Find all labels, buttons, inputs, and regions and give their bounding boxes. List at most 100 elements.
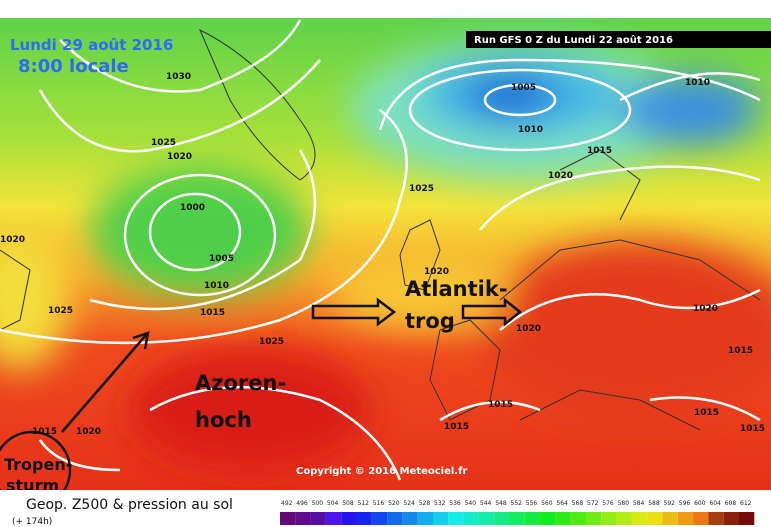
scale-label: 556	[526, 500, 538, 507]
isobar-label: 1000	[180, 203, 205, 213]
isobar-lines	[0, 19, 761, 481]
isobar-label: 1020	[424, 267, 449, 277]
scale-label: 564	[556, 500, 568, 507]
color-swatch	[647, 512, 663, 525]
color-swatch	[325, 512, 342, 525]
scale-label: 524	[403, 500, 415, 507]
scale-label: 552	[511, 500, 523, 507]
scale-label: 608	[725, 500, 737, 507]
color-swatch	[448, 512, 464, 525]
scale-label: 596	[679, 500, 691, 507]
isobar-label: 1015	[444, 422, 469, 432]
color-swatch	[463, 512, 479, 525]
coastlines	[0, 28, 761, 431]
color-swatch	[631, 512, 648, 525]
scale-label: 588	[648, 500, 660, 507]
scale-label: 612	[740, 500, 752, 507]
scale-label: 492	[281, 500, 293, 507]
isobar-label: 1025	[409, 184, 434, 194]
color-swatch	[540, 512, 556, 525]
color-swatch	[616, 512, 632, 525]
isobar-label: 1030	[166, 72, 191, 82]
isobar-label: 1010	[685, 78, 710, 88]
isobar-label: 1005	[511, 83, 536, 93]
color-swatch	[494, 512, 510, 525]
scale-label: 576	[602, 500, 614, 507]
scale-label: 580	[618, 500, 630, 507]
isobar-label: 1020	[76, 427, 101, 437]
isobar-label: 1015	[694, 408, 719, 418]
annotation: Azoren-	[195, 371, 286, 395]
isobar-label: 1020	[516, 324, 541, 334]
run: Run GFS 0 Z du Lundi 22 août 2016	[474, 34, 673, 46]
isobar-labels: 1030 1025 1020 1000 1005 1010 1015 1025 1020 1025…	[0, 72, 765, 437]
isobar-label: 1015	[200, 308, 225, 318]
annotation: Atlantik-	[405, 277, 508, 301]
color-swatch	[478, 512, 495, 525]
scale-label: 548	[495, 500, 507, 507]
color-swatch	[509, 512, 525, 525]
color-swatch	[341, 512, 357, 525]
scale-label: 584	[633, 500, 645, 507]
color-swatch	[310, 512, 326, 525]
color-swatch	[295, 512, 311, 525]
scale-label: 572	[587, 500, 599, 507]
scale-label: 516	[373, 500, 385, 507]
lead-time: (+ 174h)	[12, 517, 52, 527]
run-box	[466, 31, 771, 48]
color-swatch	[280, 512, 296, 525]
scale-label: 528	[419, 500, 431, 507]
scale-label: 508	[342, 500, 354, 507]
scale-label: 496	[296, 500, 308, 507]
color-swatch	[387, 512, 403, 525]
scale-label: 520	[388, 500, 400, 507]
isobar-label: 1025	[259, 337, 284, 347]
isobar-label: 1020	[548, 171, 573, 181]
color-swatch	[739, 512, 755, 525]
color-swatch	[601, 512, 617, 525]
annotation: Tropen-	[4, 455, 72, 474]
color-swatch	[402, 512, 418, 525]
isobar-label: 1015	[32, 427, 57, 437]
isobar-label: 1015	[728, 346, 753, 356]
scale-label: 560	[541, 500, 553, 507]
scale-label: 504	[327, 500, 339, 507]
isobar-label: 1010	[204, 281, 229, 291]
color-swatch	[677, 512, 694, 525]
isobar-label: 1025	[48, 306, 73, 316]
legend-title: Geop. Z500 & pression au sol	[26, 497, 233, 513]
scale-label: 604	[709, 500, 721, 507]
color-swatch	[433, 512, 449, 525]
color-swatch	[662, 512, 678, 525]
scale-label: 568	[572, 500, 584, 507]
isobar-label: 1010	[518, 125, 543, 135]
scale-label: 512	[358, 500, 370, 507]
time: 8:00 locale	[18, 56, 129, 77]
color-swatch	[693, 512, 709, 525]
isobar-label: 1020	[0, 235, 25, 245]
isobar-label: 1025	[151, 138, 176, 148]
field	[0, 18, 771, 490]
scale-label: 500	[312, 500, 324, 507]
color-swatch	[371, 512, 388, 525]
isobar-label: 1020	[167, 152, 192, 162]
scale-label: 540	[465, 500, 477, 507]
scale-label: 532	[434, 500, 446, 507]
colorbar: 492 496 500 504 508 512 516 520 524 528 532 536 540 5…	[280, 500, 755, 525]
color-swatch	[555, 512, 571, 525]
annotation: trog	[405, 309, 455, 333]
isobar-label: 1015	[488, 400, 513, 410]
scale-label: 592	[664, 500, 676, 507]
scale-label: 536	[449, 500, 461, 507]
date: Lundi 29 août 2016	[10, 36, 173, 54]
copyright: Copyright © 2016 Meteociel.fr	[296, 466, 467, 477]
color-swatch	[586, 512, 602, 525]
scale-label: 544	[480, 500, 492, 507]
color-swatch	[723, 512, 739, 525]
scale-label: 600	[694, 500, 706, 507]
isobar-label: 1020	[693, 304, 718, 314]
color-swatch	[570, 512, 586, 525]
color-swatch	[708, 512, 724, 525]
